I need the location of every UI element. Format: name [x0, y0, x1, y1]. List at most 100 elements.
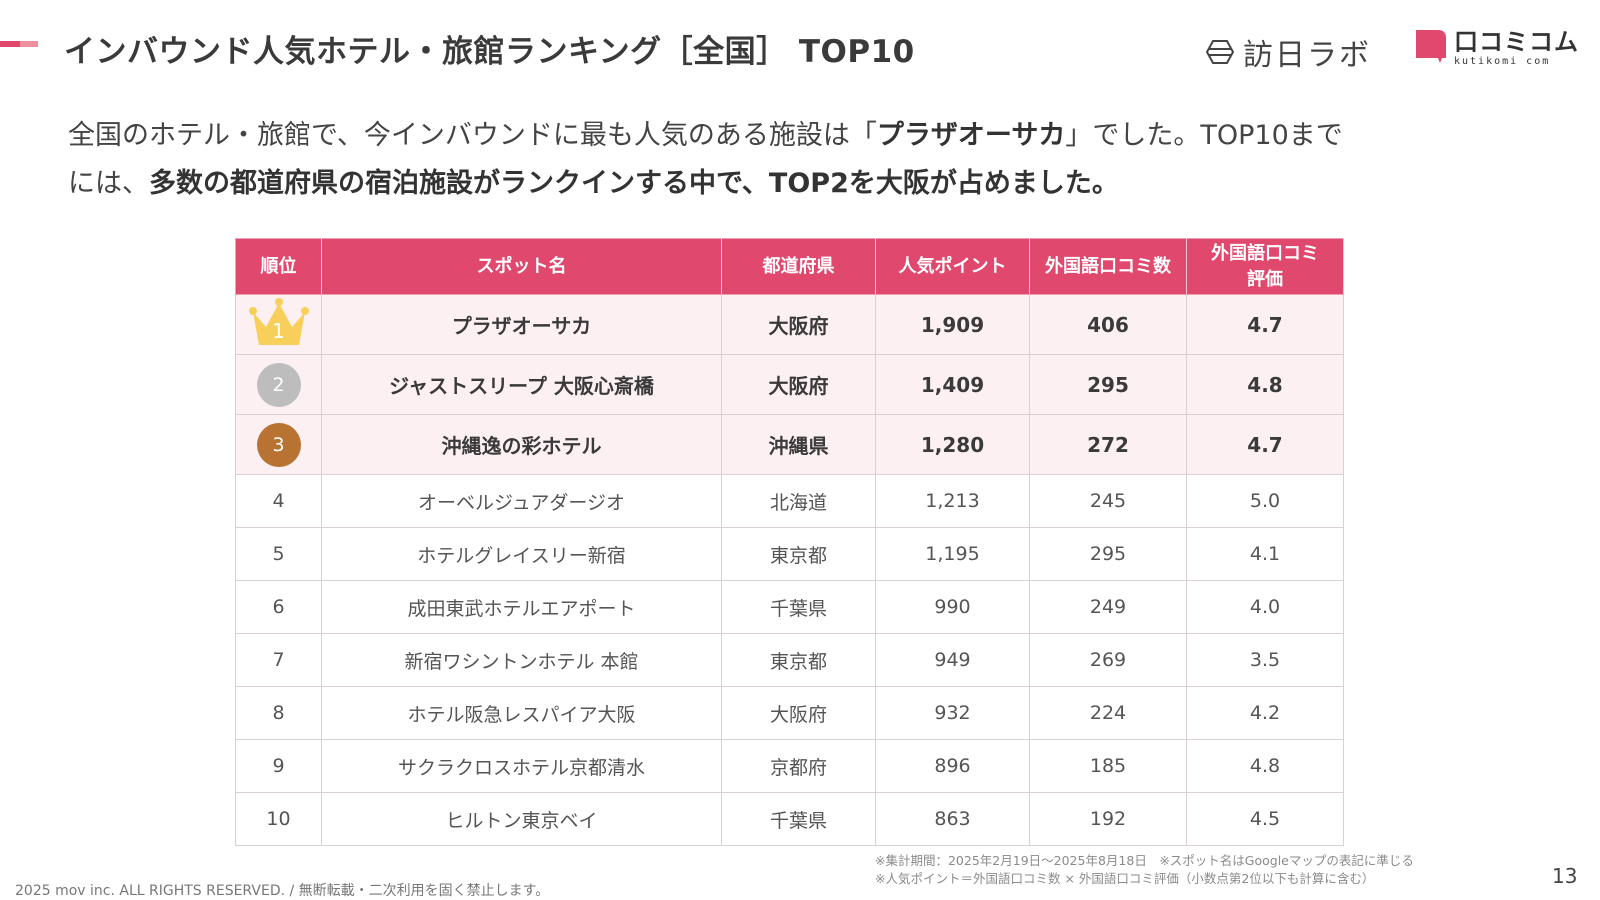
rating-cell: 4.7	[1186, 414, 1344, 475]
ranking-table: 順位 スポット名 都道府県 人気ポイント 外国語口コミ数 外国語口コミ 評価 1 …	[235, 238, 1344, 846]
rank-cell: 4	[235, 474, 322, 528]
review-count-cell: 185	[1029, 739, 1187, 793]
review-count-cell: 295	[1029, 527, 1187, 581]
review-count-cell: 249	[1029, 580, 1187, 634]
points-cell: 1,195	[875, 527, 1030, 581]
spot-name-cell: 成田東武ホテルエアポート	[321, 580, 722, 634]
review-count-cell: 192	[1029, 792, 1187, 846]
points-cell: 1,909	[875, 294, 1030, 355]
footnote-period: ※集計期間：2025年2月19日〜2025年8月18日 ※スポット名はGoogl…	[875, 853, 1414, 868]
page-number: 13	[1552, 864, 1578, 888]
column-header-points: 人気ポイント	[875, 238, 1030, 295]
rating-cell: 4.8	[1186, 739, 1344, 793]
rank-cell: 3	[235, 414, 322, 475]
rank-cell: 1	[235, 294, 322, 355]
prefecture-cell: 千葉県	[721, 792, 876, 846]
kutikomi-logo-en: kutikomi com	[1454, 56, 1551, 67]
column-header-review-count: 外国語口コミ数	[1029, 238, 1187, 295]
rank-cell: 6	[235, 580, 322, 634]
points-cell: 932	[875, 686, 1030, 740]
table-row: 10 ヒルトン東京ベイ 千葉県 863 192 4.5	[235, 792, 1344, 846]
table-row: 4 オーベルジュアダージオ 北海道 1,213 245 5.0	[235, 474, 1344, 528]
rating-cell: 3.5	[1186, 633, 1344, 687]
rank-cell: 2	[235, 354, 322, 415]
review-count-cell: 406	[1029, 294, 1187, 355]
column-header-rank: 順位	[235, 238, 322, 295]
accent-dark	[0, 41, 20, 47]
points-cell: 896	[875, 739, 1030, 793]
table-row: 5 ホテルグレイスリー新宿 東京都 1,195 295 4.1	[235, 527, 1344, 581]
rank-cell: 8	[235, 686, 322, 740]
prefecture-cell: 大阪府	[721, 354, 876, 415]
table-row: 6 成田東武ホテルエアポート 千葉県 990 249 4.0	[235, 580, 1344, 634]
speech-bubble-icon	[1416, 30, 1446, 63]
rating-cell: 4.0	[1186, 580, 1344, 634]
prefecture-cell: 千葉県	[721, 580, 876, 634]
kutikomi-logo-jp: 口コミコム	[1454, 28, 1579, 56]
review-count-cell: 245	[1029, 474, 1187, 528]
review-count-cell: 272	[1029, 414, 1187, 475]
points-cell: 1,280	[875, 414, 1030, 475]
spot-name-cell: 新宿ワシントンホテル 本館	[321, 633, 722, 687]
review-count-cell: 224	[1029, 686, 1187, 740]
prefecture-cell: 京都府	[721, 739, 876, 793]
prefecture-cell: 大阪府	[721, 686, 876, 740]
table-row: 1 プラザオーサカ 大阪府 1,909 406 4.7	[235, 294, 1344, 355]
lead-text: 」でした。TOP10まで	[1065, 120, 1343, 151]
rating-cell: 4.8	[1186, 354, 1344, 415]
rating-cell: 4.5	[1186, 792, 1344, 846]
points-cell: 863	[875, 792, 1030, 846]
table-row: 8 ホテル阪急レスパイア大阪 大阪府 932 224 4.2	[235, 686, 1344, 740]
prefecture-cell: 東京都	[721, 527, 876, 581]
houjin-lab-logo-text: 訪日ラボ	[1243, 38, 1371, 73]
footnote-points-formula: ※人気ポイント＝外国語口コミ数 × 外国語口コミ評価（小数点第2位以下も計算に含…	[875, 871, 1375, 886]
copyright-text: 2025 mov inc. ALL RIGHTS RESERVED. / 無断転…	[15, 883, 550, 899]
column-header-spot-name: スポット名	[321, 238, 722, 295]
rating-cell: 4.7	[1186, 294, 1344, 355]
spot-name-cell: オーベルジュアダージオ	[321, 474, 722, 528]
rank-cell: 7	[235, 633, 322, 687]
kutikomi-logo: 口コミコム kutikomi com	[1416, 30, 1579, 67]
rating-cell: 4.1	[1186, 527, 1344, 581]
rating-header-line1: 外国語口コミ	[1211, 242, 1319, 264]
points-cell: 1,409	[875, 354, 1030, 415]
bronze-medal-icon: 3	[256, 422, 301, 467]
lead-text: 全国のホテル・旅館で、今インバウンドに最も人気のある施設は「	[68, 120, 877, 151]
rating-cell: 5.0	[1186, 474, 1344, 528]
column-header-review-rating: 外国語口コミ 評価	[1186, 238, 1344, 295]
footnotes: ※集計期間：2025年2月19日〜2025年8月18日 ※スポット名はGoogl…	[875, 852, 1414, 888]
spot-name-cell: ホテルグレイスリー新宿	[321, 527, 722, 581]
page-title: インバウンド人気ホテル・旅館ランキング［全国］ TOP10	[64, 34, 915, 70]
houjin-lab-logo: 訪日ラボ	[1205, 30, 1371, 74]
lead-highlight-top-hotel: プラザオーサカ	[876, 120, 1066, 151]
accent-light	[20, 41, 38, 47]
spot-name-cell: ホテル阪急レスパイア大阪	[321, 686, 722, 740]
spot-name-cell: サクラクロスホテル京都清水	[321, 739, 722, 793]
points-cell: 990	[875, 580, 1030, 634]
gold-crown-icon: 1	[248, 297, 310, 347]
table-row: 7 新宿ワシントンホテル 本館 東京都 949 269 3.5	[235, 633, 1344, 687]
lead-highlight-summary: 多数の都道府県の宿泊施設がランクインする中で、TOP2を大阪が占めました。	[149, 168, 1119, 199]
table-row: 3 沖縄逸の彩ホテル 沖縄県 1,280 272 4.7	[235, 414, 1344, 475]
rating-cell: 4.2	[1186, 686, 1344, 740]
review-count-cell: 295	[1029, 354, 1187, 415]
lead-text: には、	[68, 168, 149, 199]
spot-name-cell: 沖縄逸の彩ホテル	[321, 414, 722, 475]
prefecture-cell: 北海道	[721, 474, 876, 528]
spot-name-cell: ジャストスリープ 大阪心斎橋	[321, 354, 722, 415]
table-row: 2 ジャストスリープ 大阪心斎橋 大阪府 1,409 295 4.8	[235, 354, 1344, 415]
title-accent-bar	[0, 41, 38, 47]
rank-number: 1	[272, 319, 285, 343]
rank-cell: 10	[235, 792, 322, 846]
spot-name-cell: ヒルトン東京ベイ	[321, 792, 722, 846]
rank-cell: 5	[235, 527, 322, 581]
lead-paragraph: 全国のホテル・旅館で、今インバウンドに最も人気のある施設は「プラザオーサカ」でし…	[68, 112, 1548, 208]
houjin-lab-hexagon-icon	[1205, 40, 1235, 64]
prefecture-cell: 大阪府	[721, 294, 876, 355]
rating-header-line2: 評価	[1247, 268, 1283, 290]
prefecture-cell: 沖縄県	[721, 414, 876, 475]
points-cell: 949	[875, 633, 1030, 687]
spot-name-cell: プラザオーサカ	[321, 294, 722, 355]
review-count-cell: 269	[1029, 633, 1187, 687]
table-header-row: 順位 スポット名 都道府県 人気ポイント 外国語口コミ数 外国語口コミ 評価	[235, 238, 1344, 295]
